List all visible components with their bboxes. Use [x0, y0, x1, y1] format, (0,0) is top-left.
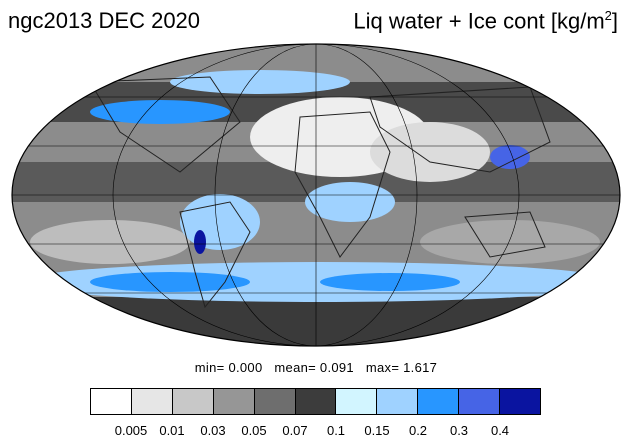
title-right-text: Liq water + Ice cont [kg/m — [353, 8, 605, 34]
australia-outline — [464, 211, 546, 258]
stat-max: max= 1.617 — [365, 360, 438, 375]
colorbar-box — [295, 389, 337, 414]
southern-ocean-core-2 — [320, 273, 460, 291]
stats-line: min= 0.000 mean= 0.091 max= 1.617 — [0, 360, 632, 375]
indian-patch — [420, 220, 600, 264]
colorbar-box — [500, 389, 540, 414]
map — [10, 42, 622, 348]
map-border — [11, 43, 621, 347]
colorbar-box — [336, 389, 378, 414]
colorbar-label: 0.3 — [449, 423, 469, 438]
stat-mean: mean= 0.091 — [274, 360, 354, 375]
colorbar-label: 0.05 — [241, 423, 267, 438]
colorbar-label: 0.005 — [114, 423, 148, 438]
title-right-close: ] — [611, 8, 618, 34]
colorbar-label: 0.03 — [200, 423, 226, 438]
africa-outline — [294, 111, 391, 258]
title-left: ngc2013 DEC 2020 — [8, 8, 201, 33]
asia-patch — [370, 122, 490, 182]
north-america-outline — [89, 76, 241, 173]
colorbar-box — [213, 389, 255, 414]
colorbar-label: 0.01 — [159, 423, 185, 438]
colorbar-box — [418, 389, 460, 414]
north-atlantic-band — [170, 70, 350, 94]
south-america-outline — [179, 201, 251, 309]
stat-min: min= 0.000 — [194, 360, 263, 375]
colorbar-label: 0.4 — [490, 423, 510, 438]
japan-patch — [490, 145, 530, 169]
colorbar-box — [459, 389, 501, 414]
pacific-patch — [30, 220, 190, 264]
north-pacific-band — [90, 100, 230, 124]
colorbar — [90, 388, 541, 415]
mollweide-map — [11, 43, 621, 347]
colorbar-label: 0.2 — [408, 423, 428, 438]
andes-max — [194, 230, 206, 254]
congo-band — [305, 182, 395, 222]
colorbar-label: 0.15 — [364, 423, 390, 438]
southern-ocean-core-1 — [90, 272, 250, 292]
colorbar-box — [377, 389, 419, 414]
colorbar-box — [131, 389, 173, 414]
graticule — [12, 44, 620, 346]
title-right: Liq water + Ice cont [kg/m2] — [353, 8, 618, 34]
colorbar-label: 0.07 — [282, 423, 308, 438]
colorbar-box — [91, 389, 132, 414]
colorbar-labels: 0.005 0.01 0.03 0.05 0.07 0.1 0.15 0.2 0.3 0.4 — [90, 423, 541, 439]
colorbar-box — [254, 389, 296, 414]
title-right-sup: 2 — [604, 8, 612, 23]
colorbar-box — [172, 389, 214, 414]
colorbar-label: 0.1 — [326, 423, 346, 438]
